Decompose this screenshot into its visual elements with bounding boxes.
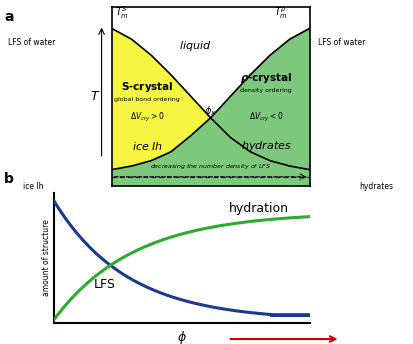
- Text: $\Delta V_{cry} > 0$: $\Delta V_{cry} > 0$: [130, 111, 164, 124]
- Text: $\mathbf{S}$-$\mathbf{crystal}$: $\mathbf{S}$-$\mathbf{crystal}$: [121, 80, 173, 94]
- Text: LFS of water: LFS of water: [8, 38, 56, 47]
- Text: LFS of water: LFS of water: [318, 38, 366, 47]
- Text: a: a: [4, 10, 14, 24]
- Text: $\Delta V_{cry} < 0$: $\Delta V_{cry} < 0$: [249, 111, 283, 124]
- Text: $T_m^S$: $T_m^S$: [116, 4, 130, 21]
- Text: $T$: $T$: [90, 90, 101, 103]
- Text: ice Ih: ice Ih: [23, 182, 43, 191]
- Y-axis label: amount of structure: amount of structure: [42, 219, 51, 297]
- Text: b: b: [4, 172, 14, 186]
- Polygon shape: [112, 28, 310, 186]
- Text: hydrates: hydrates: [359, 182, 393, 191]
- X-axis label: $\phi$: $\phi$: [177, 329, 187, 344]
- Text: $\mathit{decreasing\ the\ number\ density\ of\ LFS}$: $\mathit{decreasing\ the\ number\ densit…: [150, 162, 271, 171]
- Polygon shape: [112, 28, 310, 186]
- Text: global bond ordering: global bond ordering: [114, 97, 180, 103]
- Text: density ordering: density ordering: [240, 88, 292, 94]
- Text: LFS: LFS: [94, 278, 116, 291]
- Text: hydration: hydration: [228, 202, 289, 215]
- Text: $liquid$: $liquid$: [178, 39, 211, 53]
- Text: $\phi_x$: $\phi_x$: [204, 104, 217, 118]
- Text: $\mathbf{\mathit{ice\ Ih}}$: $\mathbf{\mathit{ice\ Ih}}$: [132, 140, 163, 152]
- Text: $T_m^\rho$: $T_m^\rho$: [274, 6, 288, 21]
- Text: $\phi$: $\phi$: [206, 200, 216, 217]
- Text: $\mathbf{\mathit{hydrates}}$: $\mathbf{\mathit{hydrates}}$: [241, 139, 292, 153]
- Text: $\boldsymbol{\rho}$-$\mathbf{crystal}$: $\boldsymbol{\rho}$-$\mathbf{crystal}$: [240, 72, 292, 85]
